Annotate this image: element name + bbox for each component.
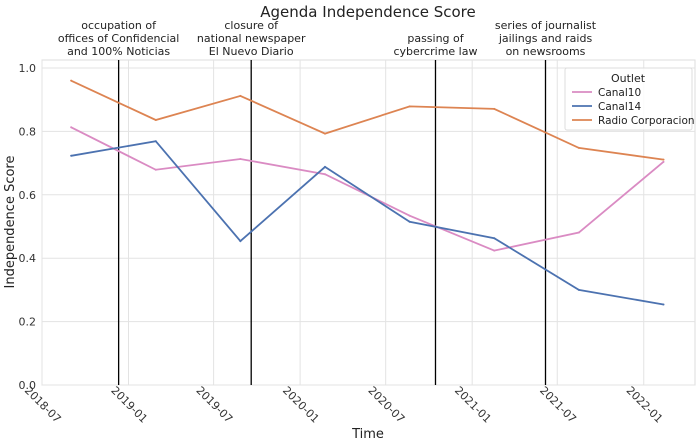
event-annotation: occupation of: [81, 19, 157, 32]
data-point: [70, 154, 73, 157]
event-annotation: closure of: [224, 19, 279, 32]
event-annotation: national newspaper: [197, 32, 306, 45]
series-line-canal14: [70, 140, 664, 306]
x-axis-label: Time: [351, 427, 384, 442]
event-annotation: cybercrime law: [393, 45, 477, 58]
x-tick-label: 2022-01: [624, 384, 666, 426]
event-annotation: on newsrooms: [506, 45, 586, 58]
data-point: [70, 79, 73, 82]
data-point: [408, 105, 411, 108]
legend-title: Outlet: [611, 72, 646, 85]
data-point: [324, 132, 327, 135]
data-point: [408, 214, 411, 217]
x-tick-label: 2020-07: [366, 384, 408, 426]
x-tick-label: 2019-01: [108, 384, 150, 426]
y-tick-label: 0.8: [19, 125, 37, 138]
data-point: [577, 231, 580, 234]
data-point: [239, 94, 242, 97]
y-tick-label: 1.0: [19, 62, 37, 75]
data-point: [154, 168, 157, 171]
data-point: [662, 160, 665, 163]
data-point: [324, 165, 327, 168]
legend-label: Canal14: [598, 101, 641, 113]
data-point: [493, 107, 496, 110]
y-axis-label: Independence Score: [3, 156, 18, 289]
chart-title: Agenda Independence Score: [260, 3, 475, 21]
event-annotation: and 100% Noticias: [67, 45, 170, 58]
event-annotation: series of journalist: [495, 19, 597, 32]
data-point: [324, 173, 327, 176]
event-annotation: offices of Confidencial: [58, 32, 179, 45]
data-point: [239, 157, 242, 160]
data-point: [408, 220, 411, 223]
legend-label: Canal10: [598, 87, 641, 99]
data-point: [662, 158, 665, 161]
y-tick-label: 0.4: [19, 252, 37, 265]
y-tick-label: 0.2: [19, 316, 37, 329]
data-point: [493, 237, 496, 240]
x-tick-label: 2019-07: [193, 384, 235, 426]
event-annotation: passing of: [407, 32, 464, 45]
x-tick-label: 2021-01: [452, 384, 494, 426]
x-tick-label: 2021-07: [537, 384, 579, 426]
data-point: [577, 288, 580, 291]
data-point: [70, 126, 73, 129]
data-point: [154, 140, 157, 143]
legend-label: Radio Corporacion: [598, 115, 695, 127]
data-point: [493, 249, 496, 252]
data-point: [662, 303, 665, 306]
y-tick-label: 0.0: [19, 379, 37, 392]
y-tick-label: 0.6: [19, 189, 37, 202]
x-tick-label: 2020-01: [280, 384, 322, 426]
data-point: [239, 240, 242, 243]
series-line-radio-corporacion: [70, 79, 664, 161]
event-annotation: jailings and raids: [498, 32, 593, 45]
data-point: [577, 146, 580, 149]
data-point: [154, 118, 157, 121]
event-annotation: El Nuevo Diario: [209, 45, 294, 58]
legend: Outlet Canal10 Canal14 Radio Corporacion: [564, 67, 695, 131]
